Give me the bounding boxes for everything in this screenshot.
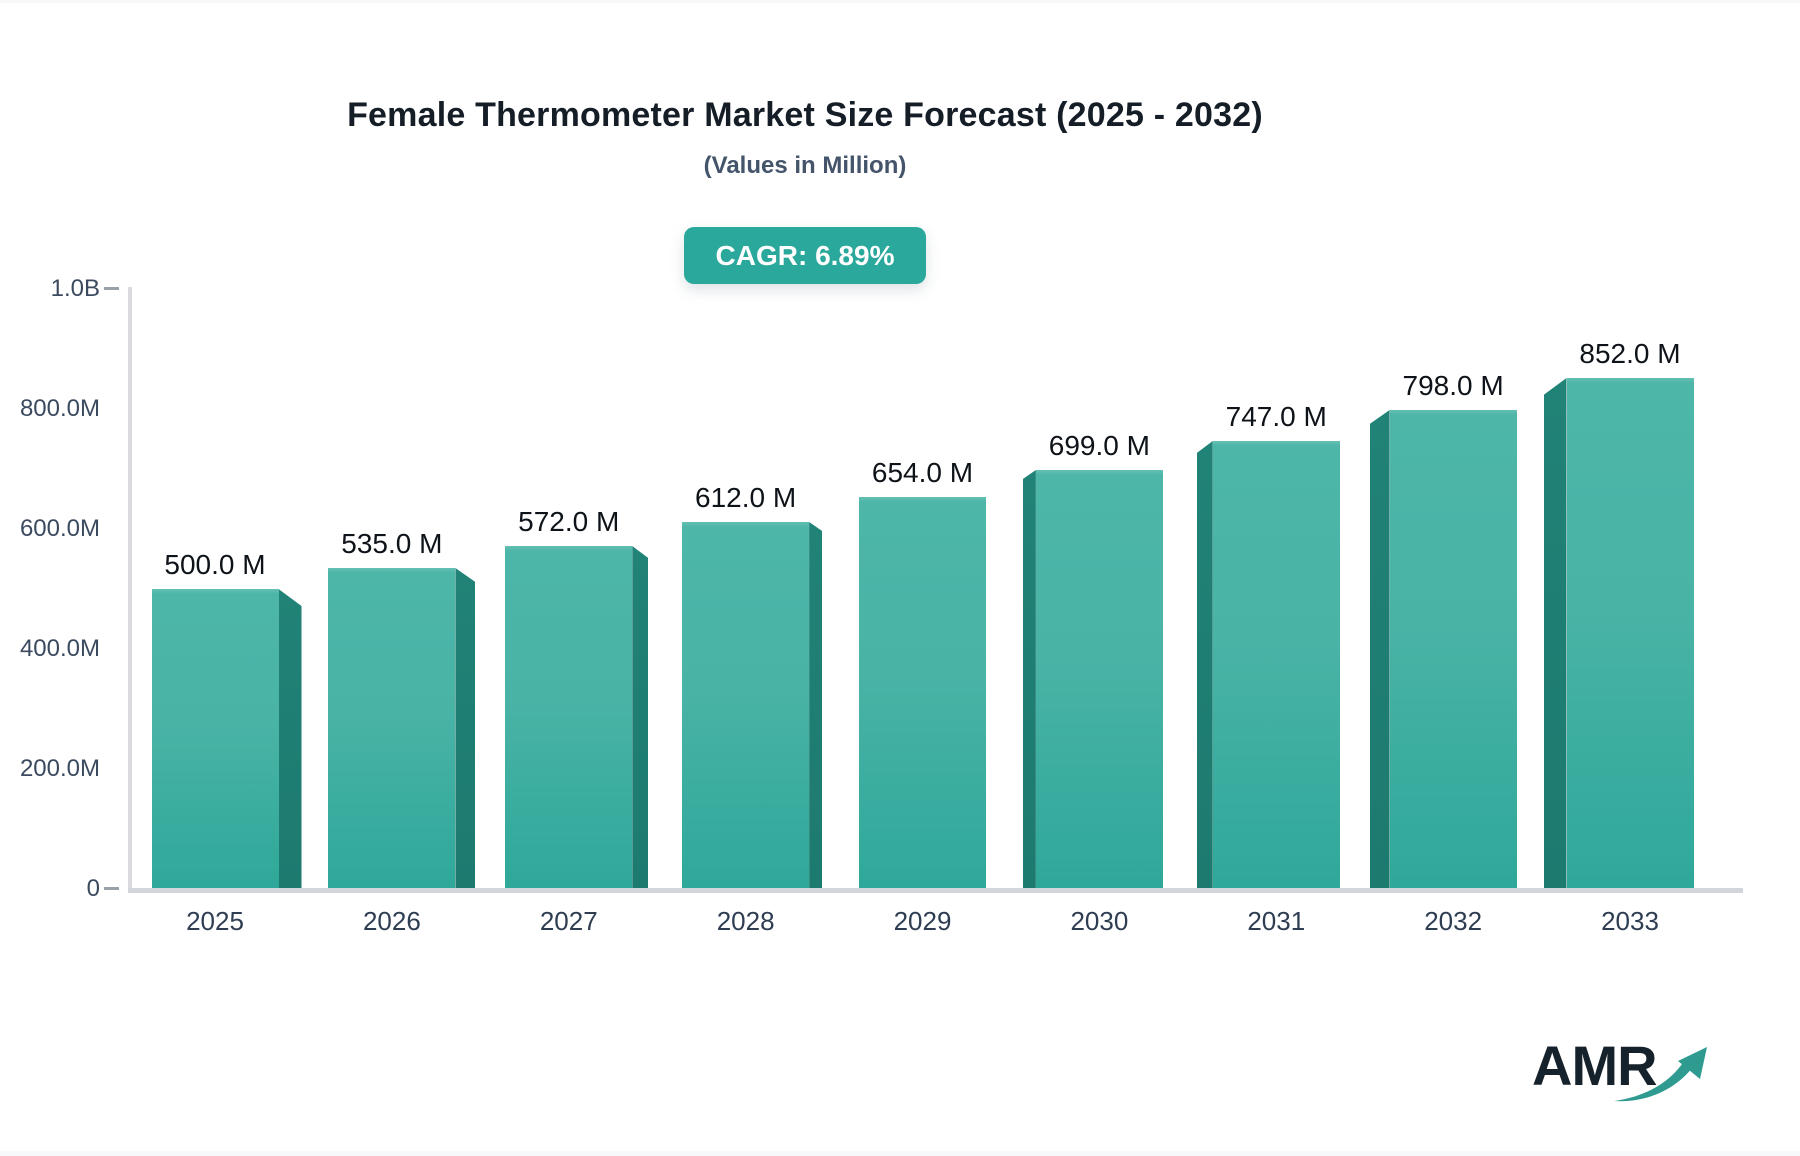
y-tick-label: 1.0B: [50, 275, 100, 302]
x-tick-label: 2032: [1424, 906, 1483, 936]
bar-2032[interactable]: [1389, 410, 1517, 889]
bar-value-label: 747.0 M: [1225, 401, 1327, 432]
y-tick-label: 800.0M: [19, 395, 100, 422]
y-tick-mark: [104, 287, 119, 290]
bar-value-label: 612.0 M: [695, 482, 797, 513]
y-tick-label: 400.0M: [19, 635, 100, 662]
bar-value-label: 852.0 M: [1579, 338, 1681, 369]
bar-value-label: 699.0 M: [1048, 430, 1150, 461]
x-tick-label: 2027: [539, 906, 598, 936]
bar-2029[interactable]: [859, 497, 986, 889]
bar-2025[interactable]: [151, 589, 279, 889]
x-tick-label: 2030: [1070, 906, 1129, 936]
bar-side-face: [632, 546, 649, 889]
bar-value-label: 500.0 M: [164, 549, 266, 580]
bar-chart-plot: 0 200.0M 400.0M 600.0M 800.0M 1.0B 500.0 M 2025…: [0, 3, 1800, 1156]
chart-title: Female Thermometer Market Size Forecast …: [347, 96, 1263, 134]
growth-arrow-icon: [1614, 1047, 1707, 1102]
bar-value-label: 572.0 M: [518, 506, 620, 537]
bar-2031[interactable]: [1212, 441, 1340, 889]
bar-value-label: 798.0 M: [1402, 370, 1504, 401]
chart-card: Female Thermometer Market Size Forecast …: [0, 3, 1800, 1151]
bar-side-face: [1543, 378, 1567, 889]
bar-2027[interactable]: [505, 546, 633, 889]
cagr-badge: CAGR: 6.89%: [684, 227, 926, 284]
bar-side-face: [809, 522, 823, 889]
x-tick-label: 2025: [186, 906, 244, 936]
bar-side-face: [1196, 441, 1213, 889]
y-axis-line: [128, 287, 132, 893]
bar-side-face: [455, 568, 476, 889]
bar-side-face: [1022, 470, 1036, 889]
bar-2028[interactable]: [682, 522, 810, 889]
bar-value-label: 654.0 M: [871, 457, 974, 488]
y-tick-mark: [104, 887, 119, 890]
bar-value-label: 535.0 M: [341, 528, 443, 559]
x-tick-label: 2031: [1247, 906, 1306, 936]
amr-logo-text: AMR: [1532, 1034, 1658, 1097]
chart-subtitle: (Values in Million): [703, 152, 907, 179]
bar-2033[interactable]: [1566, 378, 1694, 889]
x-tick-label: 2026: [362, 906, 421, 936]
bar-side-face: [1369, 410, 1390, 889]
x-tick-label: 2028: [716, 906, 775, 936]
y-tick-label: 0: [86, 875, 100, 902]
bar-2026[interactable]: [328, 568, 456, 889]
y-tick-label: 600.0M: [19, 515, 100, 542]
x-tick-label: 2033: [1601, 906, 1659, 936]
bar-2030[interactable]: [1035, 470, 1163, 889]
amr-logo: AMR: [1532, 1033, 1722, 1113]
bar-side-face: [278, 589, 302, 889]
y-tick-label: 200.0M: [19, 755, 100, 782]
x-axis-line: [128, 888, 1743, 893]
x-tick-label: 2029: [893, 906, 952, 936]
